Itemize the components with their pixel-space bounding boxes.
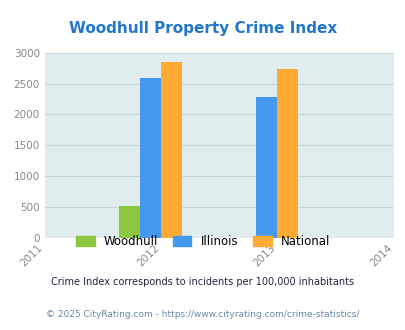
Bar [161,62,181,238]
Text: © 2025 CityRating.com - https://www.cityrating.com/crime-statistics/: © 2025 CityRating.com - https://www.city… [46,310,359,319]
Bar [119,206,140,238]
Text: Woodhull Property Crime Index: Woodhull Property Crime Index [69,21,336,36]
Bar [140,78,161,238]
Bar [277,69,298,238]
Text: Crime Index corresponds to incidents per 100,000 inhabitants: Crime Index corresponds to incidents per… [51,278,354,287]
Legend: Woodhull, Illinois, National: Woodhull, Illinois, National [71,231,334,253]
Bar [256,97,277,238]
